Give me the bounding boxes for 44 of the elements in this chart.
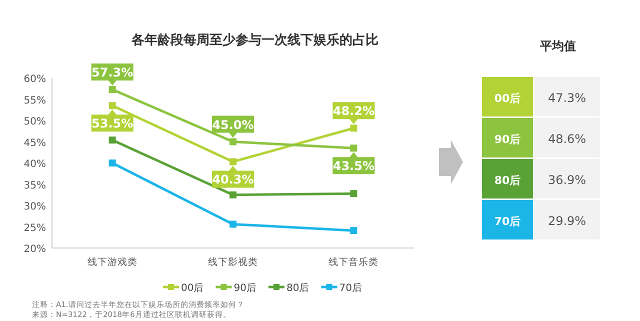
text: 36.9% xyxy=(548,173,586,187)
data-label: 57.3% xyxy=(92,65,134,80)
legend-label: 80后 xyxy=(286,282,310,294)
point xyxy=(230,138,236,146)
point xyxy=(108,86,116,93)
category-label: 90后 xyxy=(494,133,521,146)
point xyxy=(108,160,116,166)
legend-label: 00后 xyxy=(181,282,204,294)
point xyxy=(230,191,236,198)
legend-label: 90后 xyxy=(234,282,256,294)
text: 29.9% xyxy=(548,214,586,228)
text: 47.3% xyxy=(548,91,586,105)
point xyxy=(230,220,236,228)
y-tick-label: 25% xyxy=(24,222,46,234)
point xyxy=(108,136,116,144)
point xyxy=(350,227,358,234)
category-label: 80后 xyxy=(494,174,521,187)
y-tick-label: 55% xyxy=(24,95,46,106)
y-tick-label: 60% xyxy=(24,74,46,85)
point xyxy=(350,190,358,198)
data-label: 43.5% xyxy=(332,159,374,174)
point xyxy=(350,144,358,152)
point xyxy=(230,158,236,166)
y-tick-label: 50% xyxy=(24,116,46,128)
text: 平均值 xyxy=(539,39,576,53)
x-tick-label: 线下音乐类 xyxy=(328,256,379,268)
y-tick-label: 40% xyxy=(24,159,46,170)
y-tick-label: 35% xyxy=(24,180,46,192)
y-tick-label: 45% xyxy=(24,138,46,149)
chart-title: 各年龄段每周至少参与一次线下娱乐的占比 xyxy=(130,32,378,48)
data-label: 45.0% xyxy=(212,118,254,132)
y-tick-label: 30% xyxy=(24,202,46,212)
x-tick-label: 线下影视类 xyxy=(208,256,258,268)
y-tick-label: 20% xyxy=(24,244,46,255)
text: 48.6% xyxy=(548,132,586,146)
category-label: 70后 xyxy=(494,215,521,228)
data-label: 48.2% xyxy=(332,104,374,118)
data-label: 40.3% xyxy=(212,172,254,187)
point xyxy=(108,102,116,110)
x-tick-label: 线下游戏类 xyxy=(87,256,138,268)
category-label: 00后 xyxy=(494,92,521,105)
data-label: 53.5% xyxy=(92,116,134,131)
point xyxy=(350,124,358,132)
legend-label: 70后 xyxy=(339,282,362,294)
